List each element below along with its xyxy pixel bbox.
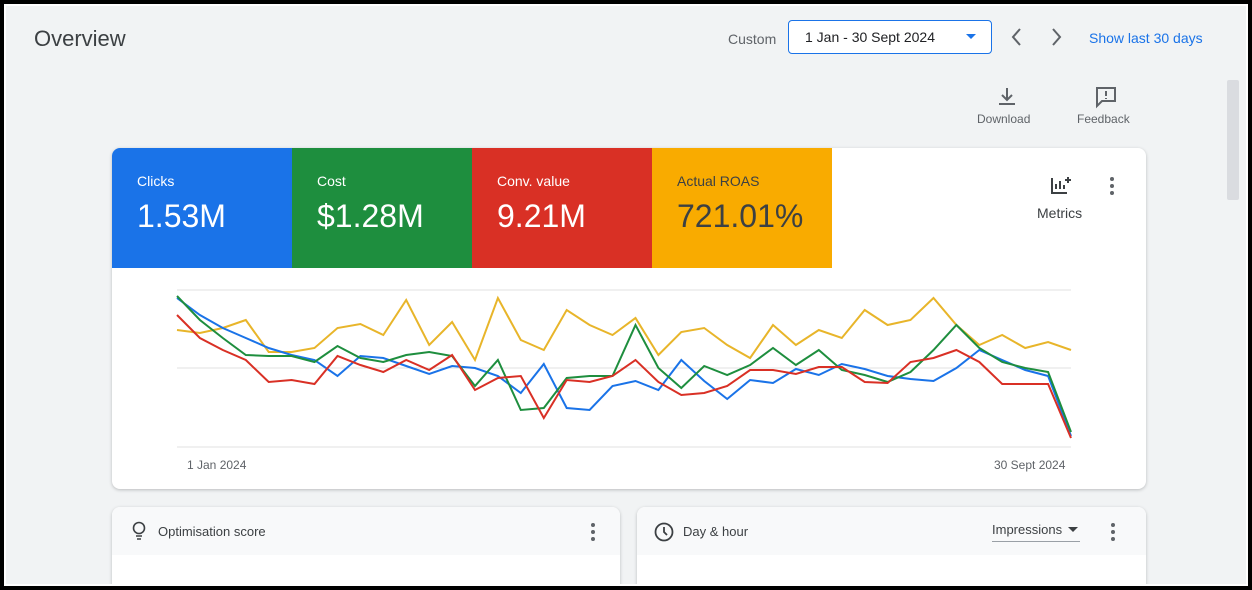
metrics-icon	[1051, 177, 1071, 194]
metric-value: 9.21M	[497, 198, 586, 234]
nav-arrows[interactable]	[1006, 26, 1066, 48]
dropdown-arrow	[966, 34, 976, 39]
metric-value: 721.01%	[677, 198, 804, 234]
metric-tile[interactable]: Conv. value 9.21M	[472, 148, 652, 268]
feedback-button[interactable]: Feedback	[1077, 112, 1130, 126]
metric-label: Clicks	[137, 173, 175, 189]
trend-line	[176, 295, 1072, 433]
metric-value: 1.53M	[137, 198, 226, 234]
feedback-icon	[1096, 87, 1116, 109]
card-title: Optimisation score	[158, 524, 266, 539]
more-menu[interactable]	[1109, 522, 1117, 542]
card-title: Day & hour	[683, 524, 749, 539]
overview-card: Clicks 1.53M Cost $1.28M Conv. value 9.21M Act…	[112, 148, 1146, 489]
scrollbar[interactable]	[1227, 80, 1239, 200]
more-menu[interactable]	[1108, 176, 1116, 196]
metric-label: Actual ROAS	[677, 173, 760, 189]
x-end-label: 30 Sept 2024	[994, 458, 1066, 472]
clock-icon	[654, 522, 674, 542]
download-button[interactable]: Download	[977, 112, 1031, 126]
date-label: Custom	[728, 31, 777, 47]
metric-tile[interactable]: Actual ROAS 721.01%	[652, 148, 832, 268]
x-start-label: 1 Jan 2024	[187, 458, 247, 472]
metric-label: Cost	[317, 173, 346, 189]
day-hour-card: Day & hour Impressions	[637, 507, 1146, 584]
bulb-icon	[132, 521, 146, 540]
date-picker[interactable]: 1 Jan - 30 Sept 2024	[788, 20, 992, 54]
metric-tile[interactable]: Clicks 1.53M	[112, 148, 292, 268]
screen: Overview Custom 1 Jan - 30 Sept 2024 Sho…	[4, 4, 1248, 586]
trend-chart	[176, 289, 1072, 448]
more-menu[interactable]	[589, 522, 597, 542]
trend-line	[176, 295, 1072, 363]
trend-line	[176, 314, 1072, 439]
trend-line	[176, 297, 1072, 437]
show-last-link[interactable]: Show last 30 days	[1089, 30, 1203, 46]
metric-tile[interactable]: Cost $1.28M	[292, 148, 472, 268]
metric-dropdown[interactable]: Impressions	[992, 522, 1081, 542]
metric-value: $1.28M	[317, 198, 424, 234]
optimisation-card: Optimisation score	[112, 507, 620, 584]
date-range: 1 Jan - 30 Sept 2024	[805, 29, 935, 45]
download-icon	[999, 88, 1015, 105]
metrics-button[interactable]: Metrics	[1037, 205, 1083, 221]
dropdown-value: Impressions	[992, 522, 1063, 537]
page-title: Overview	[34, 26, 126, 51]
metric-label: Conv. value	[497, 173, 570, 189]
